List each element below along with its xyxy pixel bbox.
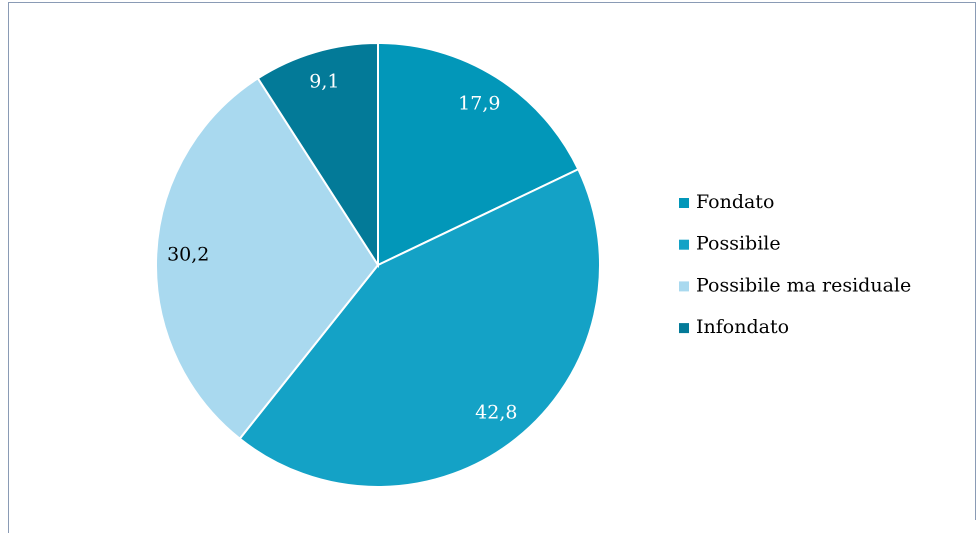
frame	[8, 2, 976, 533]
data-label: 30,2	[167, 243, 209, 265]
legend-label: Possibile	[696, 233, 781, 255]
legend-swatch	[679, 323, 689, 334]
legend-label: Possibile ma residuale	[696, 274, 911, 296]
legend-label: Infondato	[696, 316, 789, 338]
data-label: 17,9	[458, 92, 500, 114]
data-label: 9,1	[309, 71, 339, 93]
pie-slice	[155, 76, 380, 441]
pie-slice	[238, 167, 601, 488]
legend-swatch	[679, 198, 689, 208]
data-label: 42,8	[475, 402, 517, 424]
pie-slice	[256, 41, 379, 269]
legend-swatch	[679, 281, 689, 292]
legend-swatch	[679, 239, 689, 250]
pie-slice	[377, 41, 580, 267]
legend-label: Fondato	[696, 191, 774, 213]
